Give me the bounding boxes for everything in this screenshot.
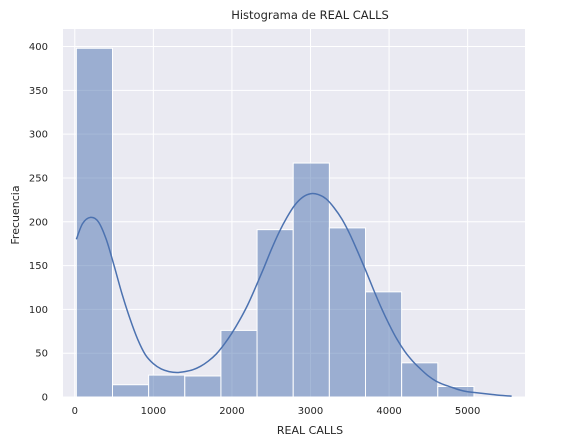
y-tick-label: 250 [29,173,48,184]
kde-curve [75,192,512,397]
y-tick-label: 0 [42,393,48,404]
x-tick-label: 4000 [376,406,401,417]
x-tick-labels: 0 1000 2000 3000 4000 5000 [72,406,481,417]
x-tick-label: 5000 [455,406,480,417]
x-tick-label: 3000 [298,406,323,417]
y-tick-label: 300 [29,130,48,141]
histogram-bar [328,227,367,398]
x-tick-label: 1000 [141,406,166,417]
y-tick-label: 150 [29,261,48,272]
y-tick-label: 200 [29,217,48,228]
histogram-bar [256,229,294,398]
y-tick-label: 400 [29,42,48,53]
y-tick-labels: 0 50 100 150 200 250 300 350 400 [29,42,48,403]
chart-title: Histograma de REAL CALLS [231,8,389,22]
y-tick-label: 100 [29,305,48,316]
y-axis-label: Frecuencia [9,185,22,244]
histogram-bar [365,291,403,398]
histogram-bar [184,375,222,398]
histogram-bars [75,47,475,398]
x-axis-label: REAL CALLS [277,424,343,437]
x-tick-label: 0 [72,406,78,417]
histogram-bar [292,162,330,398]
histogram-bar [148,374,186,398]
y-tick-label: 50 [35,349,48,360]
y-tick-label: 350 [29,86,48,97]
histogram-bar [75,47,113,398]
x-tick-label: 2000 [219,406,244,417]
histogram-bar [112,384,150,398]
